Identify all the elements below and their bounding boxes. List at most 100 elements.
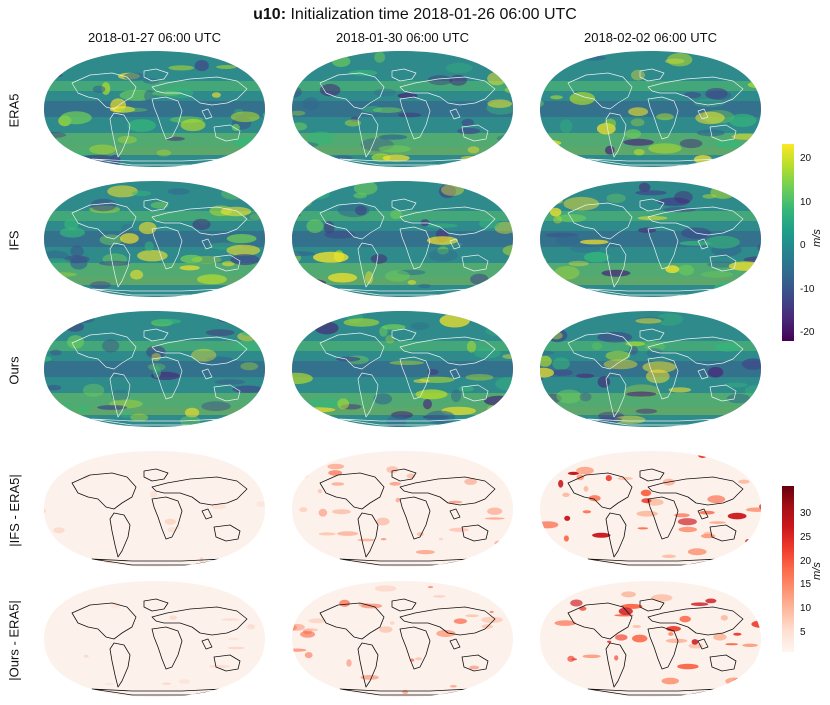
wind-patch [579,239,609,245]
error-patch [331,482,345,486]
wind-patch [378,145,411,153]
wind-patch [425,410,456,424]
wind-patch [117,135,137,144]
coastline [143,468,169,482]
coastline [319,332,385,370]
wind-patch [502,354,513,359]
wind-patch [485,326,513,337]
wind-field-map [44,311,265,427]
wind-patch [540,355,552,367]
wind-patch [343,318,380,327]
wind-patch [102,339,120,353]
error-patch [707,495,726,504]
error-patch [567,655,575,662]
wind-patch [696,129,725,137]
wind-patch [292,232,297,238]
wind-patch [144,241,154,252]
wind-patch [327,272,358,283]
error-patch [438,537,444,541]
wind-patch [467,146,480,154]
wind-patch [415,389,448,400]
coastline [151,336,248,366]
wind-patch [437,246,449,255]
coastline [449,368,461,380]
error-tick-5: 10 [800,603,812,614]
error-patch [576,466,594,475]
wind-patch [552,369,573,376]
coastline [709,254,737,272]
wind-patch [386,415,407,427]
wind-patch [601,269,631,277]
error-patch [449,685,457,688]
wind-patch [726,393,751,404]
wind-patch [390,209,403,220]
coastline [319,472,385,510]
wind-patch [540,285,556,297]
wind-patch [206,356,233,363]
figure-title: u10: Initialization time 2018-01-26 06:0… [0,6,830,24]
error-patch [104,682,115,685]
coastline [605,512,627,558]
coastline [639,468,665,482]
error-colorbar-unit: m/s [810,562,823,580]
error-patch [327,463,344,470]
wind-patch [714,281,737,293]
error-patch [427,586,434,589]
coastline [697,638,709,650]
map-panel [528,307,773,432]
wind-patch [48,154,73,159]
error-patch [666,626,681,632]
wind-patch [349,69,378,76]
column-title-2: 2018-01-30 06:00 UTC [336,30,469,45]
wind-patch [540,139,562,147]
error-patch [651,594,673,602]
coastline [143,198,169,212]
coastline [567,332,633,370]
wind-patch [364,271,374,285]
wind-patch [241,330,265,337]
wind-patch [372,107,402,113]
coastline [71,72,137,110]
error-patch [150,490,157,499]
wind-patch [323,221,335,234]
wind-patch [695,111,725,125]
wind-patch [657,198,689,206]
wind-patch [67,335,85,349]
error-patch [588,495,601,502]
coastline [697,108,709,120]
wind-patch [130,269,144,280]
coastline [647,476,744,506]
field-tick-4: -10 [800,284,815,295]
wind-patch [153,318,182,324]
error-patch [725,677,743,685]
map-panel [528,47,773,172]
coastline [151,626,183,670]
wind-patch [308,131,335,145]
wind-field-map [44,51,265,167]
error-patch [745,539,752,544]
error-patch [753,589,761,596]
wind-patch [64,414,84,420]
error-patch [332,509,351,515]
error-patch [556,558,579,566]
wind-patch [230,254,260,266]
error-patch [637,527,649,530]
coastline [109,112,131,158]
error-patch [228,637,239,641]
error-patch [725,643,738,646]
map-panel [280,447,525,572]
error-map [44,581,265,697]
wind-patch [636,316,665,323]
wind-patch [458,386,475,392]
wind-patch [123,72,147,81]
wind-patch [597,376,611,388]
error-patch [674,513,690,518]
wind-patch [540,342,546,351]
wind-patch [700,271,734,278]
wind-patch [324,230,356,239]
wind-patch [728,113,757,128]
wind-patch [263,353,265,362]
wind-patch [637,215,668,221]
map-panel [528,447,773,572]
error-patch [563,535,569,542]
